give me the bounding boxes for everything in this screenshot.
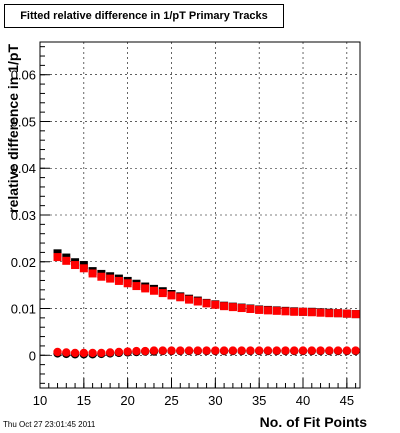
data-point-circle — [202, 346, 211, 355]
data-point-circle — [246, 346, 255, 355]
y-tick-label: 0.05 — [11, 114, 36, 129]
data-point-circle — [254, 346, 264, 355]
data-point-square — [97, 272, 106, 281]
timestamp: Thu Oct 27 23:01:45 2011 — [3, 420, 96, 429]
y-tick-label: 0 — [29, 348, 36, 363]
data-point-square — [237, 304, 246, 313]
data-point-circle — [272, 346, 281, 355]
y-tick-label: 0.02 — [11, 255, 36, 270]
x-tick-label: 10 — [33, 393, 47, 408]
grid-lines — [39, 42, 360, 388]
data-point-square — [228, 303, 237, 312]
data-point-square — [255, 305, 264, 314]
data-point-circle — [333, 346, 343, 355]
x-tick-label: 45 — [340, 393, 354, 408]
data-point-circle — [132, 346, 141, 356]
data-point-square — [202, 299, 211, 308]
data-point-circle — [325, 346, 334, 355]
data-point-circle — [97, 348, 106, 358]
data-point-circle — [193, 346, 203, 355]
data-point-circle — [342, 346, 352, 355]
x-tick-label: 40 — [296, 393, 310, 408]
data-point-square — [158, 289, 167, 298]
data-point-square — [114, 276, 123, 285]
data-point-square — [211, 300, 220, 309]
data-point-circle — [149, 346, 159, 355]
data-point-square — [307, 308, 316, 317]
data-point-circle — [316, 346, 325, 355]
data-point-square — [325, 309, 334, 318]
data-point-square — [246, 304, 255, 313]
data-point-circle — [184, 346, 194, 355]
data-point-square — [316, 308, 325, 317]
data-point-square — [185, 295, 194, 304]
data-point-circle — [219, 346, 229, 355]
data-point-circle — [167, 346, 176, 355]
data-point-square — [193, 297, 202, 306]
data-point-circle — [123, 347, 132, 356]
data-point-square — [281, 307, 290, 316]
data-point-square — [334, 309, 343, 318]
data-point-square — [62, 256, 71, 265]
y-axis-title: relative difference in 1/pT — [5, 44, 21, 213]
x-tick-label: 35 — [252, 393, 266, 408]
data-point-circle — [53, 347, 62, 357]
data-point-square — [53, 253, 62, 262]
chart-title: Fitted relative difference in 1/pT Prima… — [4, 4, 284, 28]
data-point-circle — [290, 346, 299, 355]
data-point-circle — [70, 348, 80, 358]
data-point-circle — [62, 348, 71, 357]
y-tick-label: 0.06 — [11, 68, 36, 83]
data-point-square — [342, 309, 351, 318]
data-point-circle — [158, 346, 167, 355]
data-point-circle — [281, 346, 290, 355]
data-point-circle — [228, 346, 238, 355]
data-point-square — [149, 286, 158, 295]
data-point-circle — [176, 346, 185, 355]
data-point-circle — [88, 348, 97, 358]
data-point-circle — [79, 348, 89, 358]
data-point-square — [299, 307, 308, 316]
y-tick-label: 0.04 — [11, 161, 36, 176]
data-point-circle — [351, 346, 360, 355]
data-point-circle — [211, 346, 220, 355]
y-tick-label: 0.03 — [11, 208, 36, 223]
data-point-square — [263, 306, 272, 315]
data-point-square — [290, 307, 299, 316]
data-point-square — [123, 279, 132, 288]
data-point-circle — [105, 348, 115, 357]
data-point-circle — [263, 346, 273, 355]
data-point-square — [71, 261, 80, 270]
data-point-square — [106, 274, 115, 283]
data-point-square — [176, 293, 185, 302]
data-point-circle — [298, 346, 308, 355]
data-point-square — [132, 282, 141, 291]
x-tick-label: 25 — [164, 393, 178, 408]
x-tick-label: 30 — [208, 393, 222, 408]
data-point-square — [79, 264, 88, 273]
y-tick-label: 0.01 — [11, 302, 36, 317]
data-points — [53, 249, 360, 359]
x-tick-label: 15 — [77, 393, 91, 408]
data-point-circle — [237, 346, 246, 355]
data-point-circle — [114, 347, 124, 357]
data-point-circle — [307, 346, 316, 355]
x-axis-title: No. of Fit Points — [260, 414, 368, 430]
x-tick-label: 20 — [120, 393, 134, 408]
data-point-square — [88, 269, 97, 278]
data-point-square — [351, 310, 360, 319]
data-point-square — [167, 291, 176, 300]
data-point-square — [272, 306, 281, 315]
data-point-square — [220, 302, 229, 311]
data-point-circle — [141, 346, 150, 356]
data-point-square — [141, 284, 150, 293]
axis-ticks: 10 15 20 25 30 35 40 45 0 0.01 0.02 0.03 0.04 0.05 0.0… — [11, 46, 357, 408]
